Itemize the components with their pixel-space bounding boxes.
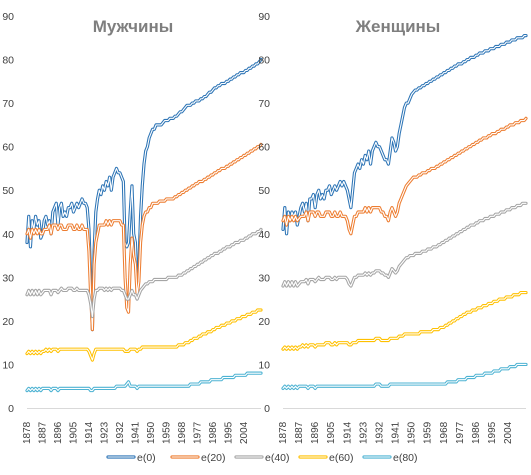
y-tick-label: 10 [2, 359, 14, 371]
panel-1: Мужчины 0 10 20 30 40 50 60 70 80 90 1878 1887 1896 19… [2, 11, 263, 444]
y-tick-label: 60 [258, 142, 270, 154]
series-line-core [282, 117, 527, 235]
legend-label: e(80) [393, 452, 418, 464]
y-tick-label: 40 [258, 229, 270, 241]
x-tick-label: 1950 [407, 421, 418, 444]
y-tick-label: 70 [2, 98, 14, 110]
series-line-core [26, 143, 262, 331]
x-tick-label: 1986 [208, 421, 219, 444]
legend: e(0) e(20) e(40) e(60) e(80) [106, 452, 418, 464]
legend-label: e(0) [137, 452, 156, 464]
y-tick-label: 0 [264, 403, 270, 415]
x-tick-label: 1914 [84, 421, 95, 444]
y-tick-label: 40 [2, 229, 14, 241]
series-line-core [26, 59, 262, 331]
x-tick-label: 1923 [358, 421, 369, 444]
y-tick-label: 80 [258, 55, 270, 67]
x-tick-label: 1887 [37, 421, 48, 444]
x-tick-label: 1959 [161, 421, 172, 444]
series-line-core [282, 35, 527, 235]
series-e(80) [25, 371, 263, 393]
legend-item: e(20) [170, 452, 226, 464]
series-line-outline [25, 227, 263, 319]
y-tick-label: 20 [258, 316, 270, 328]
series-line-core [26, 372, 262, 392]
series-line-outline [25, 308, 263, 362]
x-tick-label: 1932 [115, 421, 126, 444]
x-tick-label: 2004 [239, 421, 250, 444]
x-tick-label: 1896 [53, 421, 64, 444]
x-tick-label: 1932 [374, 421, 385, 444]
series-line-core [282, 202, 527, 287]
x-tick-label: 1968 [439, 421, 450, 444]
y-tick-label: 30 [258, 272, 270, 284]
legend-item: e(60) [298, 452, 354, 464]
panel-2: Женщины 0 10 20 30 40 50 60 70 80 90 1878 1887 1896 19… [258, 11, 528, 444]
series-e(80) [281, 362, 528, 390]
x-tick-label: 1878 [22, 421, 33, 444]
legend-item: e(0) [106, 452, 156, 464]
series-e(60) [281, 290, 528, 351]
x-tick-label: 1977 [455, 421, 466, 444]
x-tick-label: 1977 [192, 421, 203, 444]
x-tick-label: 1995 [223, 421, 234, 444]
y-tick-label: 90 [2, 11, 14, 23]
series-e(20) [281, 116, 528, 236]
x-tick-label: 1905 [326, 421, 337, 444]
series-e(20) [25, 142, 263, 332]
x-tick-label: 1986 [471, 421, 482, 444]
x-tick-label: 1950 [146, 421, 157, 444]
series-e(60) [25, 308, 263, 362]
y-tick-label: 50 [258, 185, 270, 197]
x-tick-label: 1896 [310, 421, 321, 444]
x-tick-label: 1905 [68, 421, 79, 444]
x-tick-label: 1923 [99, 421, 110, 444]
series-line-core [282, 363, 527, 389]
legend-item: e(80) [362, 452, 418, 464]
y-tick-label: 60 [2, 142, 14, 154]
series-e(0) [281, 34, 528, 236]
x-tick-label: 2004 [503, 421, 514, 444]
y-tick-label: 80 [2, 55, 14, 67]
series-e(40) [281, 201, 528, 288]
series-line-outline [281, 290, 528, 351]
x-tick-label: 1887 [294, 421, 305, 444]
y-tick-label: 50 [2, 185, 14, 197]
x-tick-label: 1941 [130, 421, 141, 444]
x-tick-label: 1941 [391, 421, 402, 444]
y-tick-label: 0 [8, 403, 14, 415]
panel-title: Женщины [355, 17, 441, 36]
series-line-core [26, 309, 262, 361]
series-e(40) [25, 227, 263, 319]
y-tick-label: 70 [258, 98, 270, 110]
series-line-core [26, 228, 262, 318]
series-line-core [282, 292, 527, 350]
x-tick-label: 1959 [423, 421, 434, 444]
y-tick-label: 20 [2, 316, 14, 328]
legend-label: e(60) [329, 452, 354, 464]
legend-label: e(20) [201, 452, 226, 464]
x-tick-label: 1914 [342, 421, 353, 444]
x-tick-label: 1995 [487, 421, 498, 444]
x-tick-label: 1878 [278, 421, 289, 444]
panel-title: Мужчины [93, 17, 174, 36]
y-tick-label: 30 [2, 272, 14, 284]
y-tick-label: 10 [258, 359, 270, 371]
series-line-outline [281, 362, 528, 390]
x-tick-label: 1968 [177, 421, 188, 444]
y-tick-label: 90 [258, 11, 270, 23]
legend-label: e(40) [265, 452, 290, 464]
series-e(0) [25, 57, 263, 332]
legend-item: e(40) [234, 452, 290, 464]
